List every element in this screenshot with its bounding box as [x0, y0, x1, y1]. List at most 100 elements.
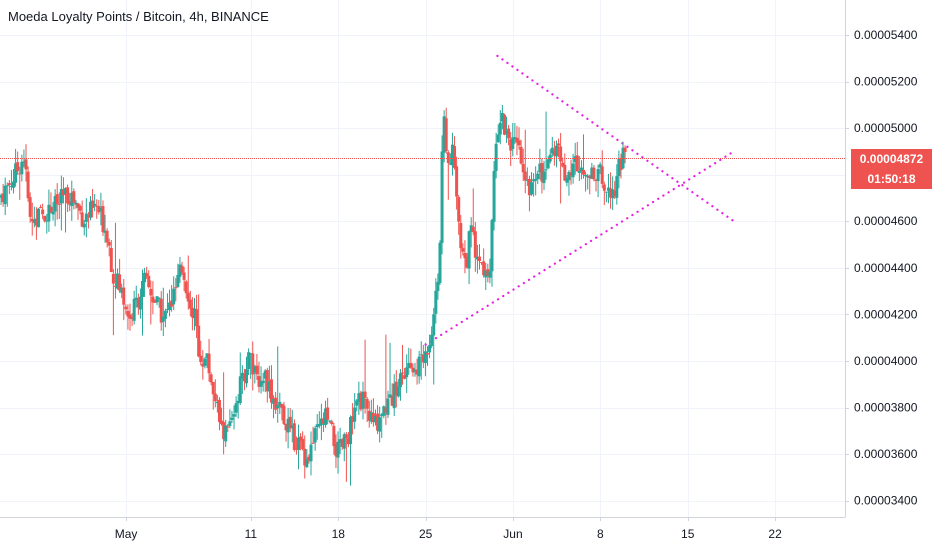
- candle-body: [617, 158, 621, 177]
- candle-body: [394, 381, 398, 396]
- candle-body: [509, 139, 513, 151]
- candle-body: [602, 184, 606, 191]
- chart-title: Moeda Loyalty Points / Bitcoin, 4h, BINA…: [8, 9, 269, 24]
- trendlines: [424, 54, 736, 346]
- candle-body: [365, 398, 369, 409]
- candle-body: [550, 147, 554, 154]
- candle-body: [99, 207, 103, 212]
- candle-body: [272, 398, 276, 404]
- candle-body: [594, 179, 598, 181]
- candle-body: [398, 373, 402, 388]
- candle-body: [138, 296, 142, 310]
- candle-body: [274, 397, 278, 410]
- candle-body: [548, 154, 552, 162]
- candle-body: [284, 423, 288, 431]
- candle-body: [145, 273, 149, 277]
- candle-body: [324, 408, 328, 425]
- candle-body: [172, 288, 176, 305]
- candle-body: [240, 372, 244, 379]
- candle-body: [290, 425, 294, 429]
- candle-body: [86, 215, 90, 217]
- candle-body: [151, 296, 155, 303]
- candle-body: [157, 297, 161, 299]
- price-axis: [845, 0, 932, 550]
- candle-body: [297, 437, 301, 451]
- candle-body: [317, 423, 321, 427]
- candle-body: [228, 421, 232, 426]
- candle-body: [242, 373, 246, 382]
- candle-body: [261, 380, 265, 384]
- candle-body: [563, 164, 567, 181]
- candle-body: [30, 218, 34, 222]
- candle-body: [523, 171, 527, 181]
- candle-body: [294, 448, 298, 450]
- candle-body: [107, 242, 111, 246]
- candle-body: [494, 143, 498, 171]
- candle-body: [371, 413, 375, 423]
- candle-body: [511, 137, 515, 149]
- candle-body: [534, 178, 538, 181]
- candle-body: [527, 178, 531, 196]
- candle-body: [571, 163, 575, 178]
- candle-body: [199, 355, 203, 362]
- candle-body: [584, 174, 588, 177]
- x-tick-label: 18: [332, 527, 346, 541]
- candle-body: [378, 417, 382, 432]
- y-tick-label: 0.00005200: [854, 75, 918, 89]
- candle-body: [93, 203, 97, 206]
- candle-body: [475, 256, 479, 260]
- candle-body: [91, 200, 95, 208]
- candle-body: [334, 444, 338, 457]
- candle-body: [613, 190, 617, 197]
- candle-body: [604, 191, 608, 193]
- candle-body: [3, 185, 7, 205]
- candle-body: [224, 425, 228, 442]
- candle-body: [203, 358, 207, 366]
- candle-body: [600, 166, 604, 184]
- candle-body: [124, 306, 128, 310]
- y-tick-label: 0.00004200: [854, 307, 918, 321]
- candle-body: [211, 381, 215, 395]
- candle-body: [149, 288, 153, 296]
- candle-body: [521, 164, 525, 173]
- time-axis: [0, 517, 932, 550]
- y-tick-label: 0.00003400: [854, 494, 918, 508]
- candle-body: [188, 299, 192, 309]
- candle-body: [143, 272, 147, 283]
- candle-body: [448, 163, 452, 165]
- candle-body: [22, 161, 26, 164]
- candle-body: [230, 417, 234, 420]
- candle-body: [582, 169, 586, 175]
- candle-body: [70, 192, 74, 207]
- candle-body: [161, 316, 165, 322]
- candle-body: [342, 434, 346, 449]
- candle-body: [330, 421, 334, 424]
- y-tick-label: 0.00004600: [854, 214, 918, 228]
- candle-body: [315, 424, 319, 428]
- candle-body: [232, 414, 236, 417]
- candle-body: [68, 201, 72, 205]
- candle-body: [459, 222, 463, 249]
- candle-body: [579, 167, 583, 172]
- candle-body: [20, 161, 24, 175]
- candle-body: [174, 287, 178, 289]
- chart-grid: [0, 0, 845, 517]
- candle-body: [473, 231, 477, 258]
- candle-body: [193, 308, 197, 319]
- candle-body: [444, 118, 448, 152]
- candle-body: [213, 393, 217, 402]
- candle-body: [615, 176, 619, 198]
- candle-body: [351, 416, 355, 422]
- x-tick-label: May: [115, 527, 138, 541]
- candle-body: [78, 205, 82, 211]
- candle-body: [278, 401, 282, 407]
- candle-body: [234, 403, 238, 413]
- candle-body: [455, 166, 459, 197]
- candle-body: [155, 296, 159, 303]
- candle-body: [336, 441, 340, 458]
- candle-body: [405, 367, 409, 378]
- candle-body: [84, 213, 88, 222]
- candle-body: [353, 407, 357, 422]
- candle-body: [14, 163, 18, 183]
- candle-body: [53, 196, 57, 212]
